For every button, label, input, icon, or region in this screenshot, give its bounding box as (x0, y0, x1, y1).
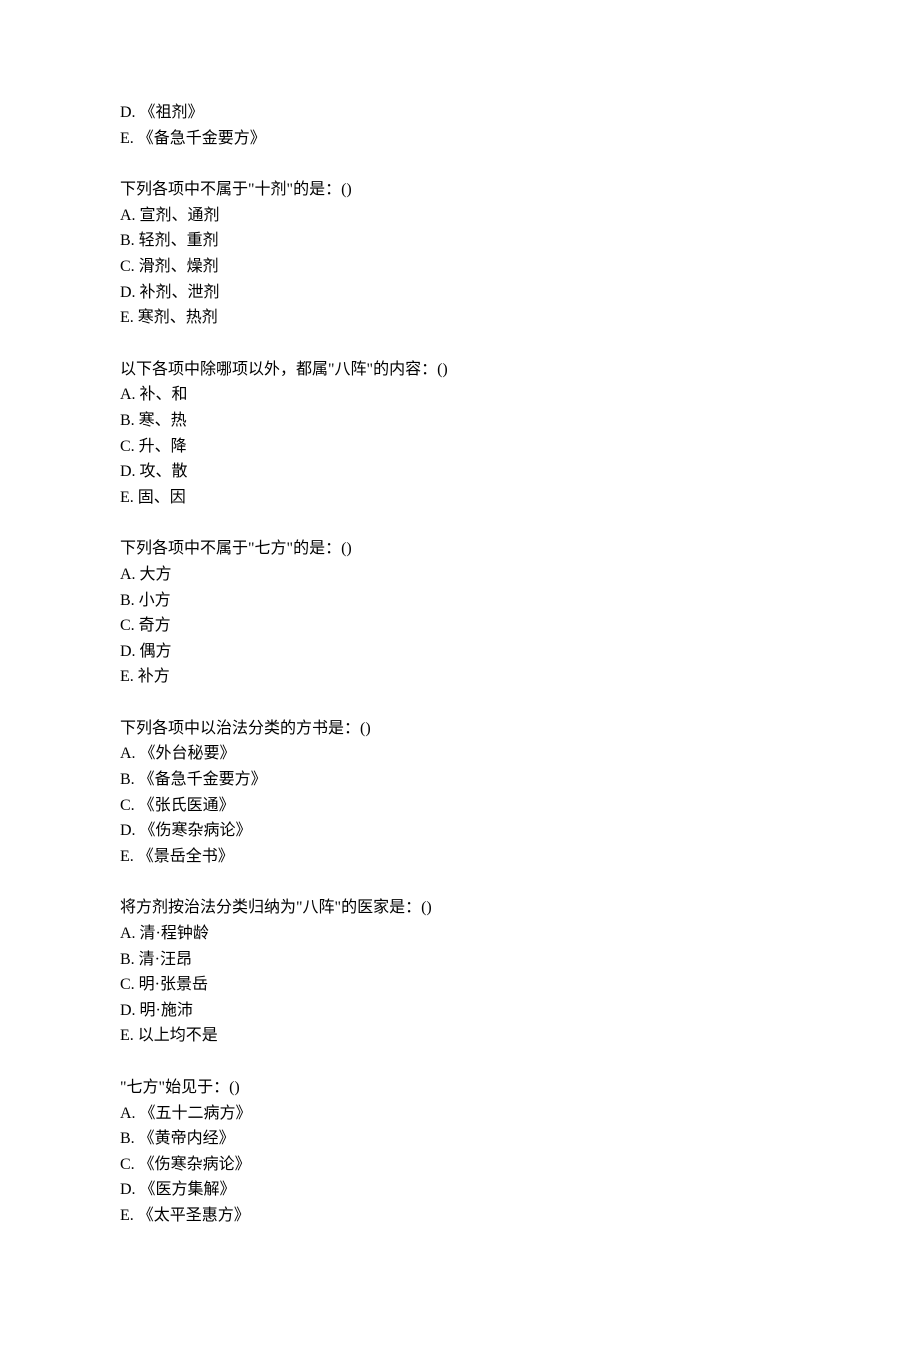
option-d: D. 明·施沛 (120, 998, 800, 1024)
option-e: E. 《景岳全书》 (120, 844, 800, 870)
option-c: C. 《张氏医通》 (120, 793, 800, 819)
option-d: D. 补剂、泄剂 (120, 280, 800, 306)
question-block: 将方剂按治法分类归纳为"八阵"的医家是：() A. 清·程钟龄 B. 清·汪昂 … (120, 895, 800, 1049)
option-b: B. 清·汪昂 (120, 947, 800, 973)
question-block: 下列各项中不属于"七方"的是：() A. 大方 B. 小方 C. 奇方 D. 偶… (120, 536, 800, 690)
document-page: D. 《祖剂》 E. 《备急千金要方》 下列各项中不属于"十剂"的是：() A.… (0, 0, 920, 1355)
option-c: C. 奇方 (120, 613, 800, 639)
option-b: B. 《黄帝内经》 (120, 1126, 800, 1152)
option-e: E. 以上均不是 (120, 1023, 800, 1049)
option-a: A. 《外台秘要》 (120, 741, 800, 767)
option-e: E. 寒剂、热剂 (120, 305, 800, 331)
option-b: B. 寒、热 (120, 408, 800, 434)
option-c: C. 《伤寒杂病论》 (120, 1152, 800, 1178)
question-block: 下列各项中不属于"十剂"的是：() A. 宣剂、通剂 B. 轻剂、重剂 C. 滑… (120, 177, 800, 331)
question-stem: "七方"始见于：() (120, 1075, 800, 1101)
option-a: A. 《五十二病方》 (120, 1101, 800, 1127)
question-block: 下列各项中以治法分类的方书是：() A. 《外台秘要》 B. 《备急千金要方》 … (120, 716, 800, 870)
option-e: E. 《备急千金要方》 (120, 126, 800, 152)
question-stem: 以下各项中除哪项以外，都属"八阵"的内容：() (120, 357, 800, 383)
question-stem: 下列各项中不属于"十剂"的是：() (120, 177, 800, 203)
partial-question-block: D. 《祖剂》 E. 《备急千金要方》 (120, 100, 800, 151)
option-e: E. 固、因 (120, 485, 800, 511)
option-b: B. 轻剂、重剂 (120, 228, 800, 254)
option-d: D. 《伤寒杂病论》 (120, 818, 800, 844)
question-stem: 下列各项中不属于"七方"的是：() (120, 536, 800, 562)
option-d: D. 攻、散 (120, 459, 800, 485)
option-c: C. 升、降 (120, 434, 800, 460)
option-b: B. 小方 (120, 588, 800, 614)
option-d: D. 偶方 (120, 639, 800, 665)
question-stem: 将方剂按治法分类归纳为"八阵"的医家是：() (120, 895, 800, 921)
option-c: C. 明·张景岳 (120, 972, 800, 998)
option-e: E. 补方 (120, 664, 800, 690)
question-block: "七方"始见于：() A. 《五十二病方》 B. 《黄帝内经》 C. 《伤寒杂病… (120, 1075, 800, 1229)
option-a: A. 补、和 (120, 382, 800, 408)
option-d: D. 《祖剂》 (120, 100, 800, 126)
question-block: 以下各项中除哪项以外，都属"八阵"的内容：() A. 补、和 B. 寒、热 C.… (120, 357, 800, 511)
option-a: A. 宣剂、通剂 (120, 203, 800, 229)
option-e: E. 《太平圣惠方》 (120, 1203, 800, 1229)
option-d: D. 《医方集解》 (120, 1177, 800, 1203)
option-c: C. 滑剂、燥剂 (120, 254, 800, 280)
option-a: A. 清·程钟龄 (120, 921, 800, 947)
question-stem: 下列各项中以治法分类的方书是：() (120, 716, 800, 742)
option-b: B. 《备急千金要方》 (120, 767, 800, 793)
option-a: A. 大方 (120, 562, 800, 588)
